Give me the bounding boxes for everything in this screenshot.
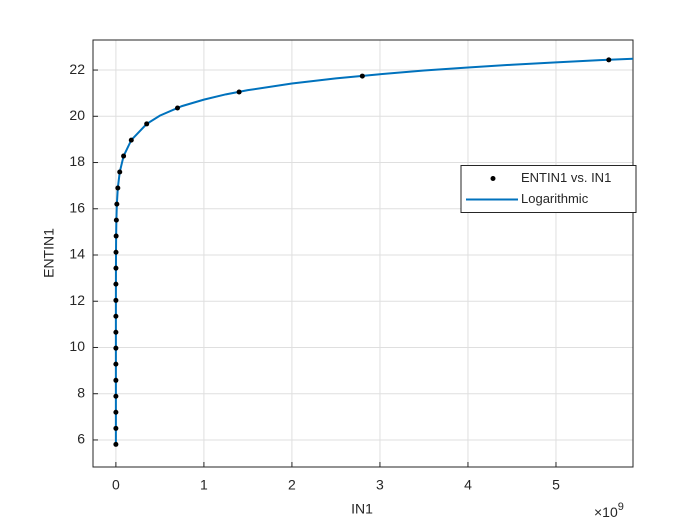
x-tick-label: 3 <box>376 477 384 493</box>
data-point <box>115 185 121 191</box>
data-point <box>113 361 119 367</box>
legend-box <box>460 165 637 213</box>
data-point <box>113 249 119 255</box>
data-point <box>113 393 119 399</box>
x-tick-label: 0 <box>112 477 120 493</box>
data-point <box>174 105 180 111</box>
y-tick-label: 22 <box>69 61 85 77</box>
y-tick-label: 10 <box>69 338 85 354</box>
x-tick-label: 5 <box>552 477 560 493</box>
y-tick-label: 8 <box>77 384 85 400</box>
y-tick-label: 18 <box>69 153 85 169</box>
legend-marker <box>490 176 496 181</box>
y-tick-label: 14 <box>69 246 85 262</box>
x-tick-label: 4 <box>464 477 472 493</box>
data-point <box>606 57 612 63</box>
x-tick-label: 2 <box>288 477 296 493</box>
data-point <box>113 233 119 239</box>
y-tick-label: 20 <box>69 107 85 123</box>
y-tick-label: 12 <box>69 292 85 308</box>
x-multiplier-base: ×10 <box>594 504 618 520</box>
y-tick-label: 6 <box>77 431 85 447</box>
data-point <box>114 201 120 207</box>
axes-box <box>92 39 634 468</box>
y-axis-label: ENTIN1 <box>41 228 57 278</box>
data-point <box>117 169 123 175</box>
x-axis-label: IN1 <box>351 501 373 517</box>
data-point <box>113 217 119 223</box>
data-point <box>113 313 119 319</box>
data-point <box>113 329 119 335</box>
plot-area <box>93 40 633 467</box>
data-point <box>113 281 119 287</box>
legend-label: Logarithmic <box>521 191 589 206</box>
y-tick-label: 16 <box>69 199 85 215</box>
legend-label: ENTIN1 vs. IN1 <box>521 170 611 185</box>
data-point <box>359 73 365 79</box>
data-point <box>121 153 127 159</box>
data-point <box>113 297 119 303</box>
data-point <box>113 425 119 431</box>
x-tick-label: 1 <box>200 477 208 493</box>
data-point <box>113 441 119 447</box>
data-point <box>236 89 242 95</box>
data-point <box>128 137 134 143</box>
data-point <box>144 121 150 127</box>
x-multiplier-exponent: 9 <box>618 501 624 513</box>
data-point <box>113 409 119 415</box>
x-multiplier: ×109 <box>594 501 624 520</box>
data-point <box>113 345 119 351</box>
data-point <box>113 265 119 271</box>
plot-layer <box>113 57 633 447</box>
data-point <box>113 377 119 383</box>
